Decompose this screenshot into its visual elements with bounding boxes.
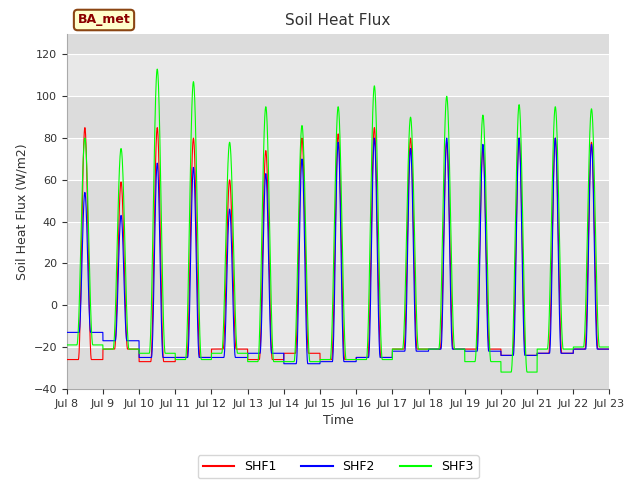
SHF3 [605, 344, 613, 350]
SHF1 [460, 346, 468, 352]
SHF2 [605, 346, 612, 352]
Bar [67, 347, 609, 389]
Bar [67, 138, 609, 180]
SHF1 [430, 346, 438, 352]
SHF1 [318, 357, 326, 362]
Y-axis label: Soil Heat Flux (W/m2): Soil Heat Flux (W/m2) [15, 143, 28, 279]
Bar [67, 264, 609, 305]
SHF3 [318, 357, 326, 362]
SHF3 [497, 369, 505, 375]
SHF2 [430, 346, 438, 352]
Bar [67, 96, 609, 138]
Line: SHF1: SHF1 [67, 128, 609, 361]
SHF3 [460, 346, 468, 352]
Title: Soil Heat Flux: Soil Heat Flux [285, 13, 391, 28]
Bar [67, 222, 609, 264]
SHF2 [280, 361, 288, 367]
SHF1 [605, 346, 613, 352]
Line: SHF2: SHF2 [67, 138, 609, 364]
Bar [67, 305, 609, 347]
SHF2 [605, 346, 613, 352]
SHF3 [491, 359, 499, 364]
SHF1 [81, 125, 89, 131]
SHF3 [161, 343, 168, 349]
SHF1 [135, 359, 143, 364]
Text: BA_met: BA_met [77, 13, 131, 26]
SHF1 [161, 359, 168, 364]
SHF2 [63, 329, 70, 335]
Bar [67, 180, 609, 222]
X-axis label: Time: Time [323, 414, 353, 427]
SHF2 [491, 348, 499, 354]
SHF2 [161, 355, 168, 360]
SHF3 [63, 342, 70, 348]
Legend: SHF1, SHF2, SHF3: SHF1, SHF2, SHF3 [198, 456, 479, 479]
SHF1 [491, 346, 499, 352]
Bar [67, 55, 609, 96]
SHF2 [460, 346, 468, 352]
SHF2 [371, 135, 378, 141]
SHF3 [154, 66, 161, 72]
SHF2 [318, 359, 326, 364]
Line: SHF3: SHF3 [67, 69, 609, 372]
SHF3 [430, 346, 438, 352]
SHF3 [605, 344, 612, 350]
SHF1 [63, 357, 70, 362]
SHF1 [605, 346, 612, 352]
